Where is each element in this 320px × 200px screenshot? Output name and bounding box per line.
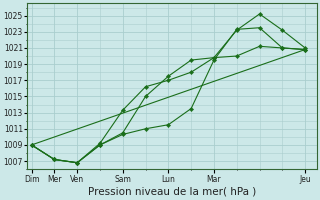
X-axis label: Pression niveau de la mer( hPa ): Pression niveau de la mer( hPa ): [88, 187, 256, 197]
